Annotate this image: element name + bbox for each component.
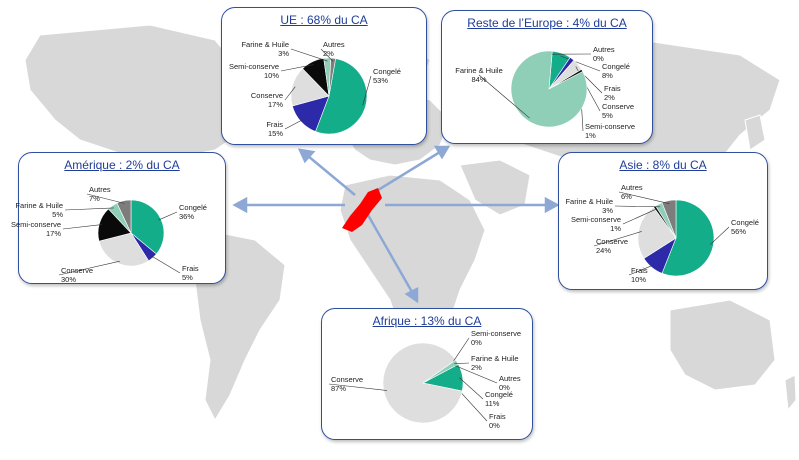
asie-panel: Asie : 8% du CA Congelé 56% Frais 10% Conser… — [558, 152, 768, 290]
afrique-label-farine-et-huile: Farine & Huile 2% — [471, 354, 519, 372]
morocco-shape — [342, 188, 382, 232]
asie-label-semi-conserve: Semi-conserve 1% — [571, 215, 621, 233]
afrique-leader-congele — [459, 377, 484, 400]
reste-europe-slice-farine-et-huile — [510, 50, 588, 128]
afrique-label-semi-conserve: Semi-conserve 0% — [471, 329, 521, 347]
reste-europe-panel: Reste de l’Europe : 4% du CA Congelé 8% Fr… — [441, 10, 653, 144]
amerique-label-frais: Frais 5% — [182, 264, 199, 282]
ue-label-congele: Congelé 53% — [373, 67, 401, 85]
afrique-slice-farine-et-huile — [422, 359, 459, 384]
ue-label-frais: Frais 15% — [266, 120, 283, 138]
reste-europe-label-congele: Congelé 8% — [602, 62, 630, 80]
australia-landmass — [669, 299, 776, 391]
afrique-label-autres: Autres 0% — [499, 374, 521, 392]
amerique-leader-autres — [86, 193, 125, 204]
ue-slice-congele — [315, 58, 368, 135]
reste-europe-label-frais: Frais 2% — [604, 84, 621, 102]
reste-europe-label-semi-conserve: Semi-conserve 1% — [585, 122, 635, 140]
ue-leader-conserve — [284, 86, 296, 101]
reste-europe-label-conserve: Conserve 5% — [602, 102, 634, 120]
amerique-slice-autres — [116, 199, 132, 234]
amerique-leader-semi-conserve — [62, 224, 102, 230]
amerique-panel-title: Amérique : 2% du CA — [64, 158, 180, 172]
japan-landmass — [744, 114, 766, 151]
reste-europe-panel-title: Reste de l’Europe : 4% du CA — [467, 16, 627, 30]
amerique-leader-conserve — [58, 260, 120, 276]
arrow-to-reste-europe-head — [433, 145, 451, 160]
new-zealand-landmass — [784, 374, 797, 412]
asie-label-conserve: Conserve 24% — [596, 237, 628, 255]
afrique-pie-chart: Congelé 11% Frais 0% Conserve 87% Semi-conserv… — [328, 329, 521, 430]
arrow-to-amerique-head — [232, 196, 248, 214]
afrique-panel: Afrique : 13% du CA Congelé 11% Frais 0% Con… — [321, 308, 533, 440]
arrow-to-ue — [307, 155, 356, 196]
asie-panel-title: Asie : 8% du CA — [619, 158, 707, 172]
reste-europe-label-farine-et-huile: Farine & Huile 84% — [455, 66, 503, 84]
arrow-to-reste-europe — [369, 150, 441, 197]
amerique-label-semi-conserve: Semi-conserve 17% — [11, 220, 61, 238]
afrique-slice-conserve — [382, 342, 463, 424]
amerique-leader-frais — [150, 255, 181, 274]
reste-europe-label-autres: Autres 0% — [593, 45, 615, 63]
afrique-label-conserve: Conserve 87% — [331, 375, 363, 393]
asie-label-congele: Congelé 56% — [731, 218, 759, 236]
ue-label-autres: Autres 2% — [323, 40, 345, 58]
amerique-label-autres: Autres 7% — [89, 185, 111, 203]
ue-leader-farine-et-huile — [290, 48, 328, 62]
ue-leader-autres — [320, 48, 334, 62]
asie-label-autres: Autres 6% — [621, 183, 643, 201]
arrow-to-ue-head — [297, 148, 316, 164]
asie-label-farine-et-huile: Farine & Huile 3% — [565, 197, 613, 215]
afrique-leader-autres — [455, 365, 498, 384]
ue-pie-chart: Congelé 53% Frais 15% Conserve 17% Semi-conser… — [229, 40, 401, 138]
asie-leader-semi-conserve — [622, 208, 657, 225]
afrique-label-congele: Congelé 11% — [485, 390, 513, 408]
amerique-label-congele: Congelé 36% — [179, 203, 207, 221]
ue-label-semi-conserve: Semi-conserve 10% — [229, 62, 279, 80]
ue-leader-congele — [362, 75, 372, 106]
ue-leader-frais — [284, 119, 304, 130]
afrique-leader-farine-et-huile — [454, 362, 470, 365]
afrique-leader-conserve — [328, 383, 388, 391]
ue-panel: UE : 68% du CA Congelé 53% Frais 15% Conserv… — [221, 7, 427, 145]
ue-slice-autres — [328, 57, 336, 97]
arrow-to-asie-head — [544, 196, 560, 214]
reste-europe-leader-congele — [560, 55, 601, 72]
asie-leader-autres — [618, 191, 670, 204]
asie-leader-frais — [628, 264, 654, 276]
afrique-leader-frais — [458, 390, 488, 422]
amerique-leader-farine-et-huile — [64, 207, 114, 211]
ue-panel-title: UE : 68% du CA — [280, 13, 368, 27]
amerique-slice-conserve — [98, 232, 150, 267]
asie-leader-farine-et-huile — [614, 205, 661, 208]
afrique-label-frais: Frais 0% — [489, 412, 506, 430]
asie-leader-conserve — [593, 231, 642, 247]
afrique-panel-title: Afrique : 13% du CA — [372, 314, 482, 328]
asie-leader-congele — [710, 226, 730, 245]
amerique-label-farine-et-huile: Farine & Huile 5% — [15, 201, 63, 219]
asie-slice-congele — [661, 199, 715, 277]
ue-label-conserve: Conserve 17% — [251, 91, 283, 109]
amerique-label-conserve: Conserve 30% — [61, 266, 93, 284]
ue-leader-semi-conserve — [280, 64, 314, 72]
amerique-panel: Amérique : 2% du CA Congelé 36% Frais 5% Con… — [11, 152, 226, 284]
amerique-leader-congele — [158, 211, 178, 221]
amerique-pie-chart: Congelé 36% Frais 5% Conserve 30% Semi-conserv… — [11, 185, 207, 284]
ue-label-farine-et-huile: Farine & Huile 3% — [241, 40, 289, 58]
asie-pie-chart: Congelé 56% Frais 10%Conserve 24% Semi-conser… — [565, 183, 759, 284]
asie-slice-conserve — [637, 206, 677, 259]
asie-slice-autres — [661, 199, 677, 239]
export-arrows — [232, 145, 560, 304]
arrow-to-afrique — [366, 214, 414, 293]
asie-label-frais: Frais 10% — [631, 266, 648, 284]
reste-europe-leader-farine-et-huile — [478, 74, 530, 119]
arrow-to-afrique-head — [404, 286, 419, 304]
reste-europe-pie-chart: Congelé 8% Frais 2%Conserve 5% Semi-conserve 1… — [455, 45, 635, 140]
afrique-leader-semi-conserve — [452, 337, 470, 362]
